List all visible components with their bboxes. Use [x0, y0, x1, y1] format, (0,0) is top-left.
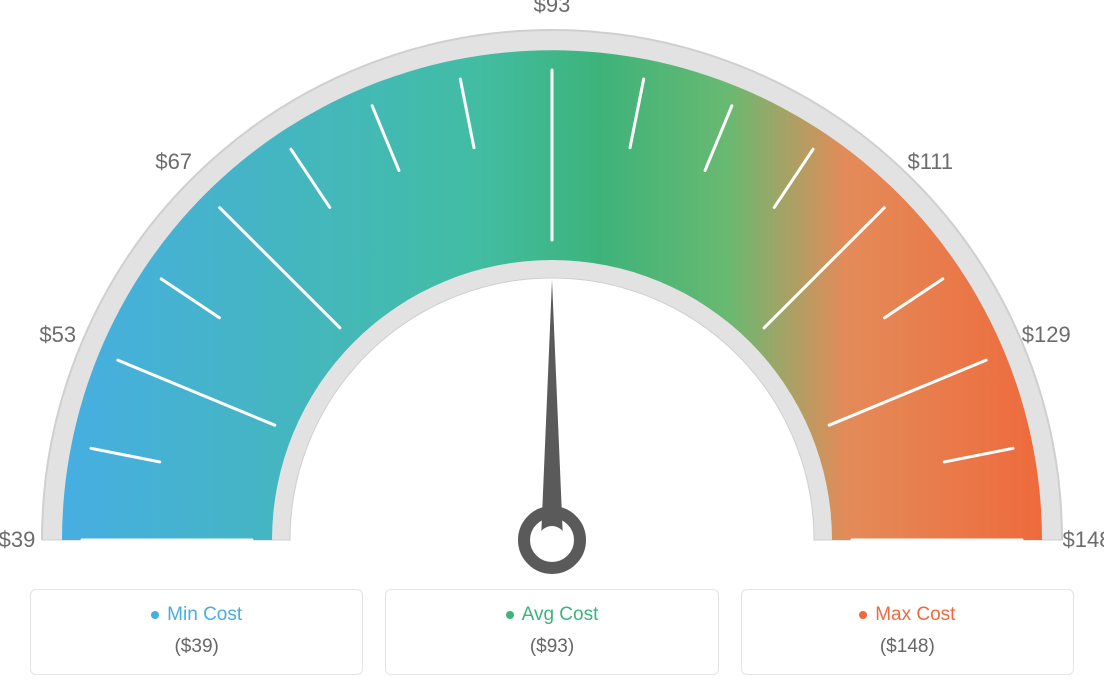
legend-dot-avg — [506, 611, 514, 619]
legend-label-max: Max Cost — [875, 604, 955, 626]
gauge-tick-label: $129 — [1022, 322, 1071, 348]
legend-value-min: ($39) — [41, 636, 352, 658]
legend-value-avg: ($93) — [396, 636, 707, 658]
legend-card-avg: Avg Cost ($93) — [385, 589, 718, 675]
legend-title-max: Max Cost — [859, 604, 955, 626]
gauge-chart: $39 $53 $67 $93 $111 $129 $148 — [0, 0, 1104, 580]
gauge-tick-label: $148 — [1063, 527, 1104, 553]
legend-value-max: ($148) — [752, 636, 1063, 658]
legend-label-avg: Avg Cost — [522, 604, 599, 626]
legend-title-min: Min Cost — [151, 604, 242, 626]
legend-card-max: Max Cost ($148) — [741, 589, 1074, 675]
legend-dot-min — [151, 611, 159, 619]
legend-dot-max — [859, 611, 867, 619]
legend-label-min: Min Cost — [167, 604, 242, 626]
gauge-tick-label: $39 — [0, 527, 35, 553]
gauge-tick-label: $67 — [155, 149, 192, 175]
gauge-tick-label: $111 — [907, 149, 953, 175]
legend-row: Min Cost ($39) Avg Cost ($93) Max Cost (… — [30, 589, 1074, 675]
legend-card-min: Min Cost ($39) — [30, 589, 363, 675]
cost-gauge-container: $39 $53 $67 $93 $111 $129 $148 Min Cost ($39) … — [0, 0, 1104, 690]
legend-title-avg: Avg Cost — [506, 604, 599, 626]
gauge-tick-label: $53 — [39, 322, 76, 348]
gauge-svg — [0, 0, 1104, 580]
gauge-tick-label: $93 — [534, 0, 571, 18]
